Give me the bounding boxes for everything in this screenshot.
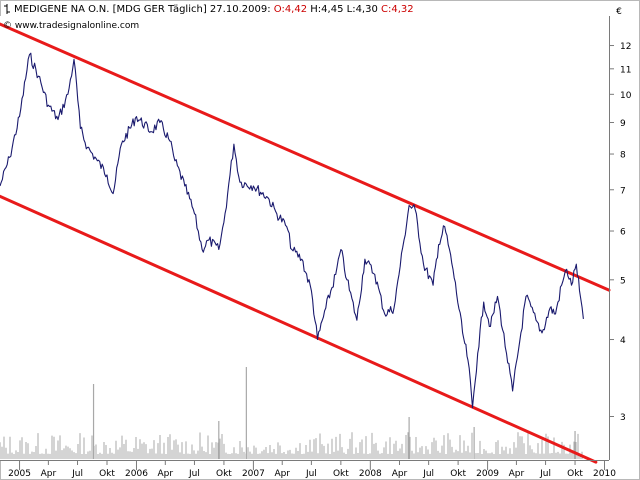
- x-tick-label: Okt: [99, 469, 115, 479]
- x-tick-label: 2008: [359, 469, 382, 479]
- x-tick-label: 2007: [242, 469, 265, 479]
- copyright-text: © www.tradesignalonline.com: [3, 21, 139, 31]
- channel-lines: [0, 22, 611, 464]
- x-tick-label: 2006: [125, 469, 148, 479]
- x-tick-label: Jul: [539, 469, 551, 479]
- close-value: C:4,32: [381, 4, 414, 15]
- x-tick-label: Jul: [188, 469, 200, 479]
- x-tick-label: Jul: [71, 469, 83, 479]
- x-tick-label: Okt: [333, 469, 349, 479]
- x-tick-label: Apr: [509, 469, 525, 479]
- y-tick-label: 3: [620, 413, 626, 423]
- y-tick-label: 8: [620, 151, 626, 161]
- x-tick-label: Jul: [305, 469, 317, 479]
- x-axis-ticks: 2005 Apr Jul Okt 2006 Apr Jul Okt 2007 Apr Jul Okt 2…: [8, 460, 616, 479]
- currency-symbol: €: [616, 7, 622, 17]
- y-tick-label: 11: [620, 65, 631, 75]
- x-tick-label: 2009: [476, 469, 499, 479]
- y-axis-ticks: 3 4 5 6 7 8 9 10 11 12: [609, 42, 632, 423]
- header-text: MEDIGENE NA O.N. [MDG GER Täglich] 27.10…: [14, 4, 414, 15]
- x-tick-label: Okt: [450, 469, 466, 479]
- x-tick-label: Apr: [392, 469, 408, 479]
- channel-line-lower: [0, 194, 598, 464]
- x-tick-label: Okt: [567, 469, 583, 479]
- plot-area: [0, 16, 611, 464]
- y-tick-label: 7: [620, 186, 626, 196]
- y-tick-label: 6: [620, 228, 626, 238]
- price-line: [0, 52, 584, 409]
- x-tick-label: Apr: [41, 469, 57, 479]
- y-tick-label: 9: [620, 119, 626, 129]
- x-tick-label: 2005: [8, 469, 31, 479]
- y-tick-label: 4: [620, 336, 626, 346]
- y-tick-label: 10: [620, 91, 632, 101]
- open-value: O:4,42: [274, 4, 307, 15]
- channel-line-upper: [0, 22, 611, 292]
- low-value: L:4,30: [347, 4, 378, 15]
- chart-header: MEDIGENE NA O.N. [MDG GER Täglich] 27.10…: [3, 4, 622, 31]
- x-tick-label: Okt: [216, 469, 232, 479]
- header-icon: [4, 4, 10, 14]
- y-tick-label: 5: [620, 276, 626, 286]
- x-tick-label: Jul: [422, 469, 434, 479]
- price-series: [0, 52, 584, 409]
- x-tick-label: 2010: [593, 469, 616, 479]
- x-tick-label: Apr: [274, 469, 290, 479]
- x-tick-label: Apr: [158, 469, 174, 479]
- high-value: H:4,45: [310, 4, 343, 15]
- volume-bars: [0, 367, 583, 459]
- plot-background: [0, 16, 609, 460]
- y-tick-label: 12: [620, 42, 631, 52]
